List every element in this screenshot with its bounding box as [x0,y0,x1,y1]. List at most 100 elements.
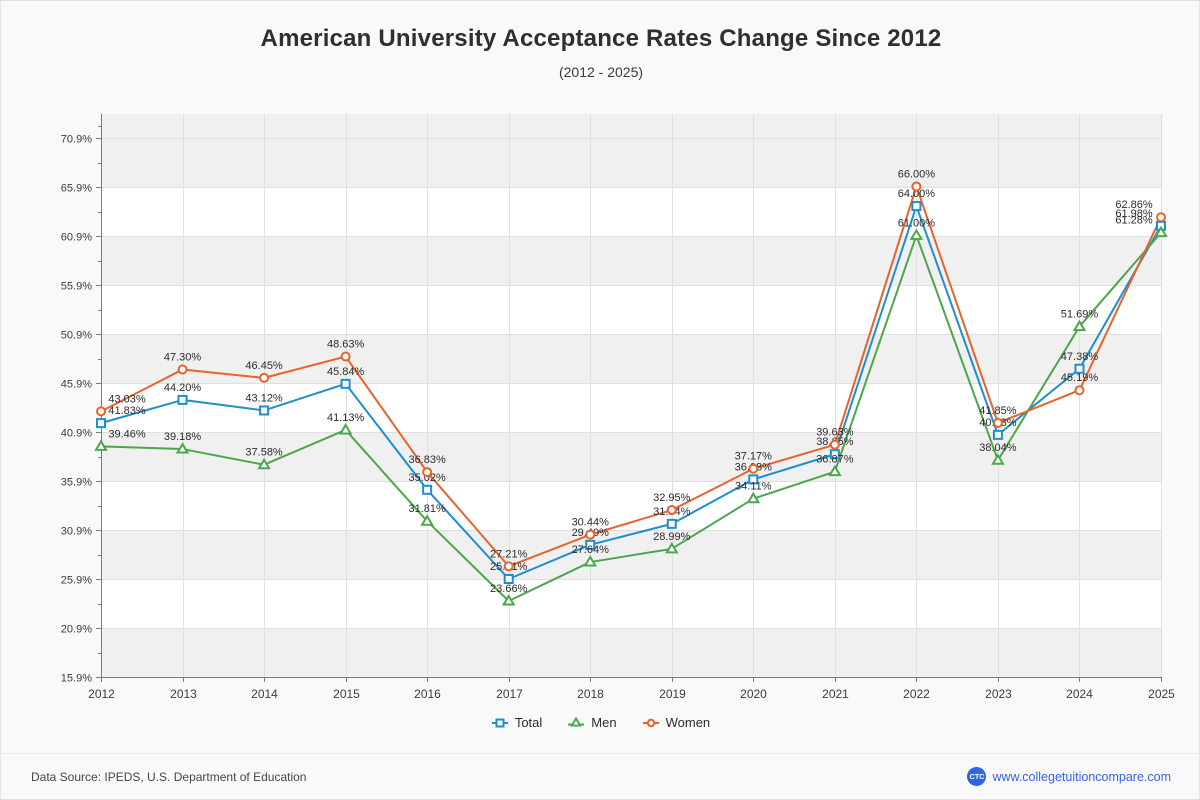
x-axis-tick-label: 2024 [1066,687,1093,701]
data-point-marker[interactable] [746,491,761,504]
data-point-label: 41.85% [979,405,1017,417]
data-point-marker[interactable] [1074,385,1085,396]
data-point-marker[interactable] [338,422,353,435]
legend-item-men[interactable]: Men [568,715,617,730]
data-point-marker[interactable] [585,529,596,540]
data-point-marker[interactable] [1074,363,1085,374]
y-axis-tick-label: 35.9% [61,477,92,489]
triangle-marker-icon [568,716,585,730]
y-axis-tick-label: 40.9% [61,428,92,440]
data-point-label: 39.63% [816,427,854,439]
x-axis-tick-label: 2017 [496,687,523,701]
data-point-marker[interactable] [829,449,840,460]
data-point-marker[interactable] [911,181,922,192]
data-point-marker[interactable] [665,541,679,554]
data-point-marker[interactable] [909,228,924,240]
data-point-marker[interactable] [259,405,270,416]
x-axis-tick-label: 2018 [577,687,604,701]
data-point-marker[interactable] [257,457,271,470]
data-point-label: 48.63% [327,339,365,351]
x-axis-tick-label: 2012 [88,687,115,701]
data-point-marker[interactable] [175,442,190,454]
site-credit[interactable]: CTC www.collegetuitioncompare.com [967,767,1171,786]
data-point-marker[interactable] [992,429,1003,440]
data-point-label: 66.00% [898,168,936,180]
data-point-label: 45.84% [327,366,365,378]
data-point-marker[interactable] [911,201,922,212]
chart-subtitle: (2012 - 2025) [558,64,644,80]
data-point-label: 23.66% [490,583,528,595]
y-axis-tick-label: 25.9% [61,575,92,587]
y-axis-tick-label: 50.9% [61,330,92,342]
data-point-label: 37.58% [245,447,283,459]
data-point-marker[interactable] [422,467,433,478]
data-point-marker[interactable] [1072,319,1087,332]
data-source-note: Data Source: IPEDS, U.S. Department of E… [31,769,307,784]
data-point-marker[interactable] [585,539,596,550]
data-point-label: 37.17% [735,451,773,463]
data-point-marker[interactable] [501,594,516,606]
data-point-marker[interactable] [992,417,1003,428]
data-point-label: 62.86% [1115,199,1153,211]
data-point-label: 31.81% [408,503,446,515]
data-point-marker[interactable] [1156,212,1166,223]
data-point-marker[interactable] [259,372,270,383]
data-point-marker[interactable] [340,378,351,389]
data-point-label: 28.99% [653,531,691,543]
y-axis-tick-label: 15.9% [61,673,92,685]
data-point-label: 44.20% [164,382,202,394]
ctc-logo-icon: CTC [967,767,987,786]
data-point-label: 38.04% [979,442,1017,454]
data-point-marker[interactable] [94,439,108,451]
chart-footer: Data Source: IPEDS, U.S. Department of E… [1,753,1199,799]
data-point-marker[interactable] [503,561,514,572]
square-marker-icon [491,716,508,730]
data-point-marker[interactable] [422,484,433,495]
data-point-label: 47.38% [1061,351,1099,363]
data-point-marker[interactable] [96,418,106,429]
data-point-marker[interactable] [666,518,677,529]
data-point-marker[interactable] [991,453,1005,465]
data-point-marker[interactable] [828,464,842,477]
data-point-marker[interactable] [748,463,759,474]
site-url-link[interactable]: www.collegetuitioncompare.com [992,769,1171,784]
data-point-label: 36.87% [816,454,854,466]
data-point-label: 43.03% [108,393,146,405]
data-point-label: 43.12% [245,392,283,404]
data-point-marker[interactable] [340,351,351,362]
data-point-label: 46.45% [245,360,283,372]
data-point-label: 39.46% [108,428,146,440]
data-point-marker[interactable] [748,474,759,485]
legend-item-women[interactable]: Women [642,715,711,730]
data-point-label: 61.00% [898,217,936,229]
data-point-marker[interactable] [666,505,677,516]
data-point-marker[interactable] [503,573,514,584]
x-axis-tick-label: 2023 [985,687,1012,701]
series-line-men [100,231,1162,603]
y-axis-tick-label: 70.9% [61,134,92,146]
data-point-marker[interactable] [420,514,434,526]
data-point-marker[interactable] [177,364,188,375]
page-title: American University Acceptance Rates Cha… [260,25,942,52]
series-line-women [100,185,1162,568]
data-point-marker[interactable] [583,555,597,567]
x-axis-tick-label: 2020 [740,687,767,701]
data-point-marker[interactable] [1154,225,1168,238]
data-point-marker[interactable] [177,394,188,405]
data-point-label: 64.00% [898,188,936,200]
x-axis-tick-label: 2022 [903,687,930,701]
data-point-label: 34.11% [735,481,772,493]
data-point-label: 41.13% [327,412,365,424]
data-point-label: 39.18% [164,431,202,443]
data-point-marker[interactable] [96,406,106,417]
data-point-label: 27.21% [490,548,528,560]
legend-label-women: Women [665,715,711,730]
data-point-marker[interactable] [829,439,840,450]
data-point-label: 41.83% [108,405,146,417]
legend-label-men: Men [591,715,617,730]
x-axis-tick-label: 2014 [251,687,278,701]
x-axis-tick-label: 2025 [1148,687,1175,701]
legend-item-total[interactable]: Total [491,715,542,730]
